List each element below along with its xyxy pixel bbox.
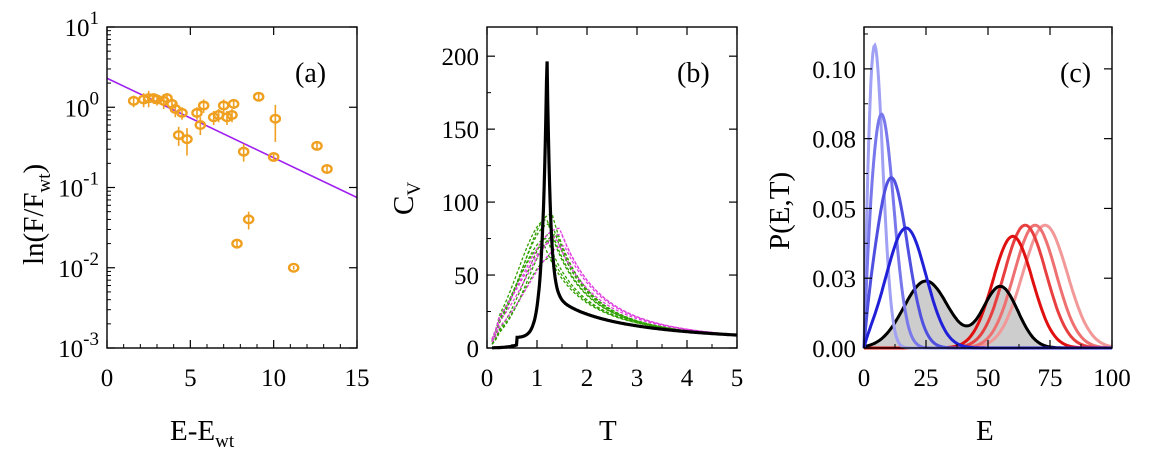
- x-tick-label: 50: [976, 365, 1001, 392]
- panel-a-y-axis-label: ln(F/Fwt): [18, 164, 55, 265]
- magenta-curve: [491, 239, 738, 340]
- x-tick-label: 3: [631, 365, 644, 392]
- panel-a: 0 5 10 15 101 100 10-1 10-2 10-3 (a) E-Ewt ln(F/…: [18, 8, 370, 452]
- data-point: [226, 110, 238, 121]
- data-point: [181, 134, 193, 145]
- x-tick-label: 15: [345, 365, 370, 392]
- y-tick-label: 0.05: [812, 196, 856, 223]
- panel-a-plot-area: 0 5 10 15 101 100 10-1 10-2 10-3: [58, 8, 369, 392]
- x-tick-label: 2: [581, 365, 594, 392]
- x-tick-label: 0: [858, 365, 871, 392]
- x-tick-label: 4: [681, 365, 694, 392]
- x-tick-label: 5: [184, 365, 197, 392]
- data-point: [287, 262, 300, 273]
- y-tick-label: 100: [442, 190, 480, 217]
- magenta-curve: [491, 233, 738, 341]
- green-curve: [491, 230, 738, 344]
- panel-b-label: (b): [677, 58, 710, 89]
- green-curve: [491, 237, 738, 342]
- x-tick-label: 1: [531, 365, 544, 392]
- y-tick-label: 50: [454, 263, 479, 290]
- data-point: [227, 98, 240, 109]
- green-curve: [491, 256, 738, 345]
- data-point: [252, 91, 265, 102]
- data-point: [242, 214, 255, 225]
- y-tick-label: 10-1: [58, 169, 99, 203]
- cv-main-curve: [492, 61, 738, 350]
- data-point: [269, 113, 282, 124]
- x-tick-label: 100: [1093, 365, 1131, 392]
- panel-a-label: (a): [295, 58, 326, 89]
- data-point: [194, 120, 207, 131]
- x-tick-label: 5: [731, 365, 744, 392]
- x-tick-label: 0: [481, 365, 494, 392]
- x-tick-label: 0: [101, 365, 114, 392]
- panel-c: 0 25 50 75 100 0.00 0.03 0.05 0.08 0.10 (c) E P(E…: [764, 26, 1131, 447]
- y-tick-label: 0.10: [812, 57, 856, 84]
- data-point: [191, 107, 203, 118]
- y-tick-label: 0.08: [812, 127, 856, 154]
- y-tick-label: 150: [442, 117, 480, 144]
- green-curve: [491, 245, 738, 341]
- panel-c-plot-area: 0 25 50 75 100 0.00 0.03 0.05 0.08 0.10: [812, 26, 1131, 392]
- y-tick-label: 10-3: [58, 329, 99, 363]
- data-point: [197, 100, 210, 111]
- x-tick-label: 75: [1038, 365, 1063, 392]
- data-point: [172, 130, 185, 141]
- panel-a-x-axis-label: E-Ewt: [170, 415, 235, 452]
- y-tick-label: 200: [442, 44, 480, 71]
- y-tick-label: 10-2: [58, 249, 99, 283]
- data-point: [321, 164, 333, 175]
- y-tick-label: 0: [467, 336, 480, 363]
- panel-c-y-axis-label: P(E,T): [764, 172, 796, 250]
- panel-b-x-axis-label: T: [599, 415, 617, 447]
- data-point: [237, 146, 250, 157]
- x-tick-label: 10: [261, 365, 286, 392]
- x-tick-label: 25: [914, 365, 939, 392]
- green-curve: [491, 233, 738, 345]
- data-point: [231, 238, 243, 249]
- panel-c-label: (c): [1060, 58, 1091, 89]
- panel-b-y-axis-label: CV: [388, 182, 425, 215]
- data-point: [311, 140, 323, 151]
- panel-c-x-axis-label: E: [976, 415, 994, 447]
- y-tick-label: 0.03: [812, 266, 856, 293]
- y-tick-label: 0.00: [812, 336, 856, 363]
- magenta-curve: [491, 245, 738, 343]
- data-point: [267, 151, 280, 162]
- data-point: [176, 107, 188, 118]
- y-tick-label: 101: [65, 8, 100, 42]
- y-tick-label: 100: [65, 88, 100, 122]
